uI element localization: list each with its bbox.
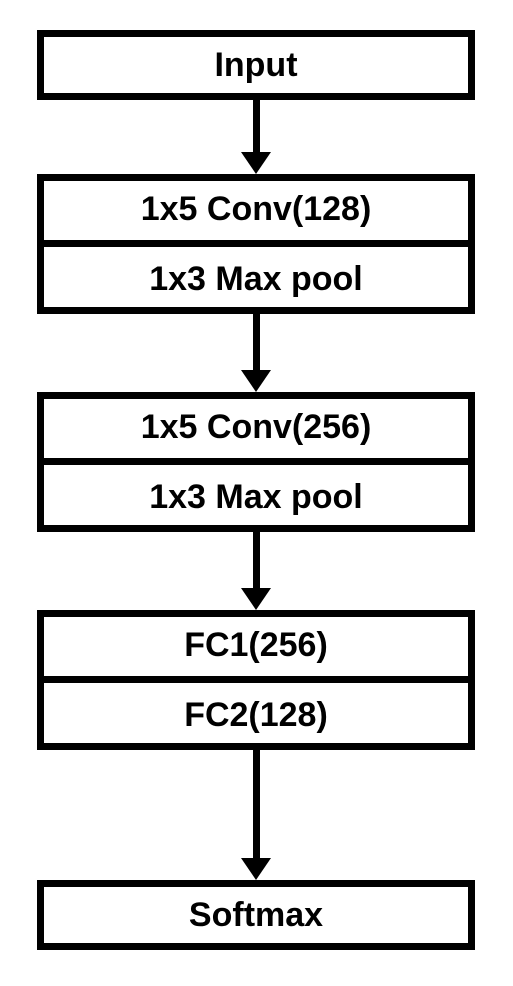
layer-label-fc1: FC1(256) xyxy=(184,626,328,665)
arrow-line-2 xyxy=(253,532,260,588)
layer-label-input: Input xyxy=(214,46,297,85)
arrow-head-1 xyxy=(241,370,271,392)
arrow-head-2 xyxy=(241,588,271,610)
layer-label-fc2: FC2(128) xyxy=(184,696,328,735)
layer-label-conv1: 1x5 Conv(128) xyxy=(141,190,372,229)
box-divider xyxy=(37,240,475,247)
arrow-line-3 xyxy=(253,750,260,858)
layer-box-softmax: Softmax xyxy=(37,880,475,950)
layer-label-conv2: 1x5 Conv(256) xyxy=(141,408,372,447)
layer-label-pool2: 1x3 Max pool xyxy=(149,478,363,517)
cnn-architecture-diagram: Input 1x5 Conv(128) 1x3 Max pool 1x5 Conv(2… xyxy=(0,0,513,986)
arrow-head-0 xyxy=(241,152,271,174)
box-divider xyxy=(37,458,475,465)
arrow-head-3 xyxy=(241,858,271,880)
layer-box-pool2: 1x3 Max pool xyxy=(37,462,475,532)
layer-box-fc2: FC2(128) xyxy=(37,680,475,750)
layer-label-pool1: 1x3 Max pool xyxy=(149,260,363,299)
arrow-line-1 xyxy=(253,314,260,370)
arrow-line-0 xyxy=(253,100,260,152)
layer-label-softmax: Softmax xyxy=(189,896,323,935)
layer-box-pool1: 1x3 Max pool xyxy=(37,244,475,314)
box-divider xyxy=(37,676,475,683)
layer-box-input: Input xyxy=(37,30,475,100)
